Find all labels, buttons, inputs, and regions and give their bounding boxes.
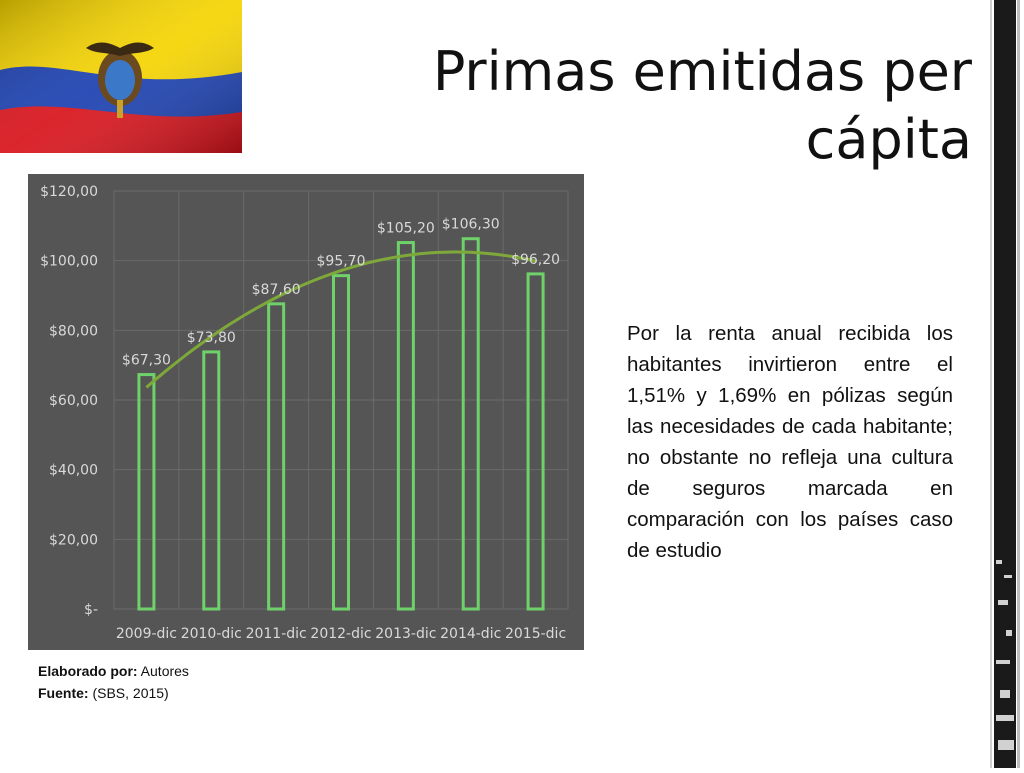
data-label: $105,20: [377, 221, 435, 237]
credits: Elaborado por: Autores Fuente: (SBS, 201…: [38, 660, 189, 704]
x-tick-label: 2009-dic: [116, 626, 177, 642]
page-title: Primas emitidas per cápita: [432, 40, 972, 171]
ecuador-flag-icon: [0, 0, 242, 153]
bar: [202, 350, 221, 611]
y-tick-label: $100,00: [40, 254, 98, 270]
x-tick-label: 2010-dic: [181, 626, 242, 642]
x-tick-label: 2013-dic: [375, 626, 436, 642]
bar: [461, 237, 480, 611]
source-label: Fuente:: [38, 685, 89, 701]
x-tick-label: 2011-dic: [246, 626, 307, 642]
author-label: Elaborado por:: [38, 663, 138, 679]
y-tick-label: $60,00: [49, 393, 98, 409]
bar: [267, 302, 286, 611]
y-tick-label: $120,00: [40, 184, 98, 200]
y-tick-label: $-: [84, 602, 98, 618]
source-line: Fuente: (SBS, 2015): [38, 682, 189, 704]
trendline: [145, 250, 536, 389]
source-value: (SBS, 2015): [88, 685, 169, 701]
bar-chart: $- $20,00 $40,00 $60,00 $80,00 $100,00 $120,00…: [28, 174, 584, 650]
x-tick-label: 2012-dic: [310, 626, 371, 642]
data-label: $96,20: [511, 252, 560, 268]
bar: [526, 272, 545, 611]
bar: [396, 241, 415, 611]
y-tick-label: $80,00: [49, 323, 98, 339]
page-edge-decoration: [984, 0, 1024, 768]
description-text: Por la renta anual recibida los habitant…: [627, 322, 953, 562]
data-label: $106,30: [442, 217, 500, 233]
bar: [137, 373, 156, 611]
chart-canvas: $- $20,00 $40,00 $60,00 $80,00 $100,00 $120,00…: [40, 184, 569, 642]
data-label: $95,70: [317, 254, 366, 270]
x-tick-label: 2014-dic: [440, 626, 501, 642]
bar: [332, 274, 350, 611]
data-label: $87,60: [252, 282, 301, 298]
author-value: Autores: [137, 663, 189, 679]
y-tick-label: $40,00: [49, 463, 98, 479]
data-label: $73,80: [187, 330, 236, 346]
x-tick-label: 2015-dic: [505, 626, 566, 642]
author-line: Elaborado por: Autores: [38, 660, 189, 682]
data-label: $67,30: [122, 353, 171, 369]
y-tick-label: $20,00: [49, 532, 98, 548]
